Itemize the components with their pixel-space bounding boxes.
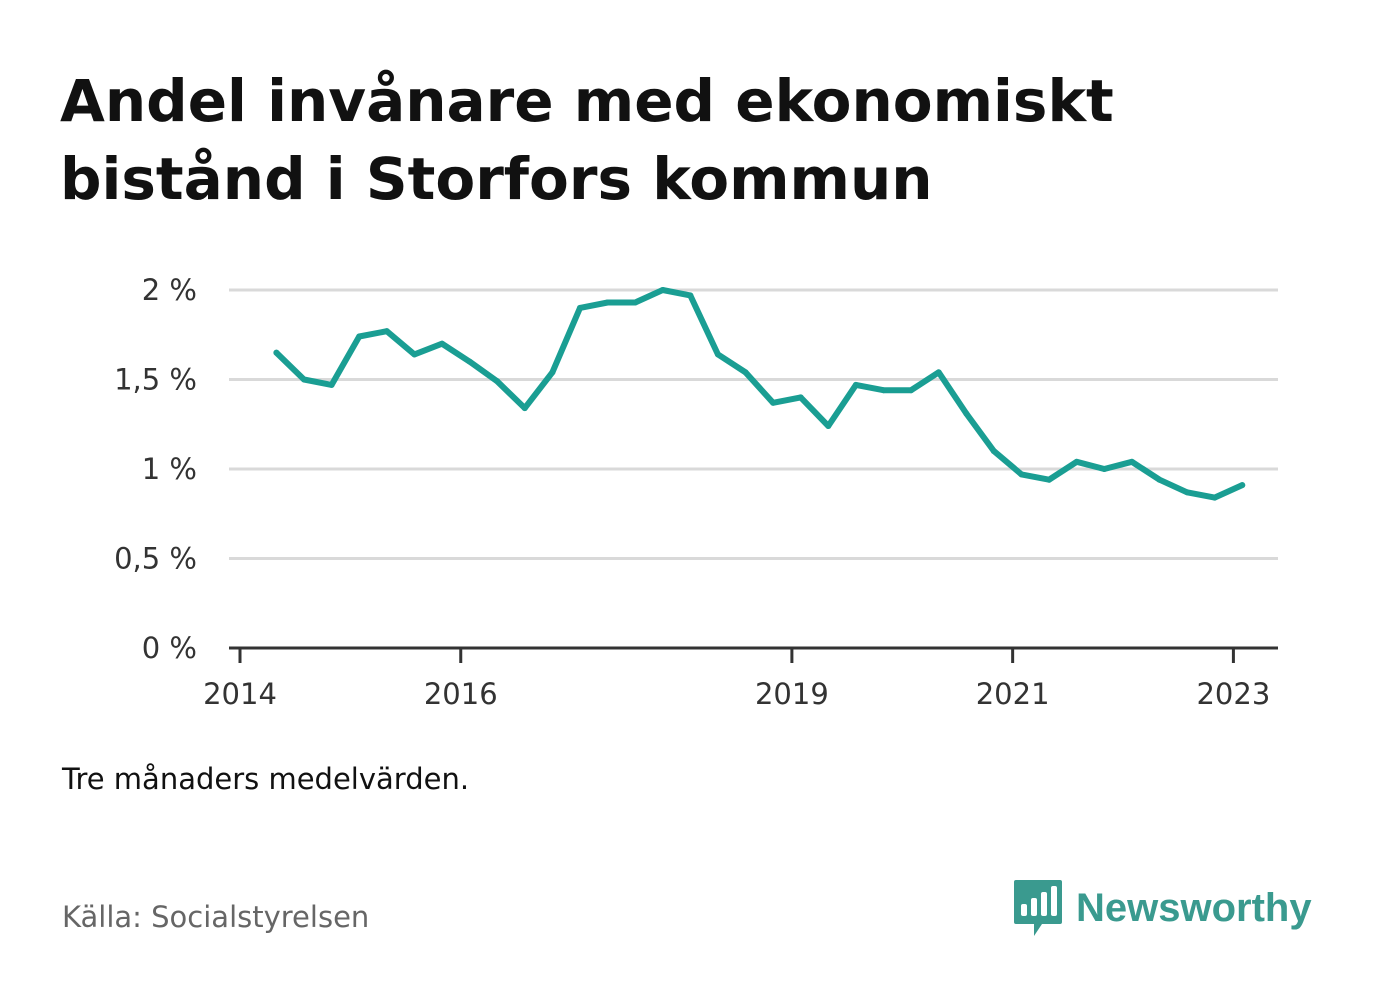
data-point <box>1211 494 1218 501</box>
x-tick-label: 2019 <box>755 677 829 711</box>
data-point <box>825 423 832 430</box>
data-point <box>549 369 556 376</box>
chart-note: Tre månaders medelvärden. <box>62 762 470 796</box>
data-point <box>411 351 418 358</box>
y-tick-label: 1 % <box>142 452 197 486</box>
data-point <box>438 340 445 347</box>
data-point <box>935 369 942 376</box>
data-point <box>880 387 887 394</box>
data-point <box>466 358 473 365</box>
data-point <box>356 333 363 340</box>
chart-title-line-1: Andel invånare med ekonomiskt <box>60 67 1114 135</box>
x-tick-label: 2021 <box>976 677 1050 711</box>
data-point <box>1018 471 1025 478</box>
y-tick-label: 0,5 % <box>114 542 197 576</box>
data-point <box>301 376 308 383</box>
chart-title: Andel invånare med ekonomiskt bistånd i … <box>60 62 1260 218</box>
data-point <box>1128 458 1135 465</box>
data-point <box>797 394 804 401</box>
data-point <box>494 378 501 385</box>
data-point <box>1073 458 1080 465</box>
line-chart: 0 % 0,5 % 1 % 1,5 % 2 % 2014 2016 2019 2021 2023 <box>114 273 1278 711</box>
data-point <box>1101 466 1108 472</box>
bar-chart-speech-bubble-icon <box>1014 880 1062 936</box>
series-layer <box>273 287 1246 501</box>
data-point <box>770 399 777 406</box>
axes: 0 % 0,5 % 1 % 1,5 % 2 % 2014 2016 2019 2021 2023 <box>114 273 1278 711</box>
brand-logo[interactable]: Newsworthy <box>1012 878 1312 938</box>
data-point <box>273 349 280 356</box>
data-point <box>1239 482 1246 489</box>
data-point <box>1156 476 1163 483</box>
y-tick-label: 2 % <box>142 273 197 307</box>
y-tick-label: 1,5 % <box>114 363 197 397</box>
data-point <box>714 351 721 358</box>
data-point <box>576 304 583 311</box>
data-point <box>604 299 611 306</box>
data-point <box>963 410 970 417</box>
x-tick-label: 2023 <box>1196 677 1270 711</box>
data-point <box>1184 489 1191 496</box>
source-text: Källa: Socialstyrelsen <box>62 900 370 934</box>
data-point <box>742 369 749 376</box>
data-point <box>659 287 666 293</box>
data-point <box>521 405 528 412</box>
x-tick-label: 2014 <box>203 677 277 711</box>
data-point <box>908 387 915 394</box>
data-point <box>990 448 997 455</box>
data-point <box>687 292 694 299</box>
data-point <box>383 328 390 335</box>
series-line <box>273 287 1246 501</box>
x-tick-label: 2016 <box>424 677 498 711</box>
data-point <box>632 299 639 306</box>
chart-title-line-2: bistånd i Storfors kommun <box>60 145 933 213</box>
y-tick-label: 0 % <box>142 631 197 665</box>
data-point <box>852 381 859 388</box>
data-point <box>328 381 335 388</box>
data-point <box>1046 476 1053 483</box>
brand-name: Newsworthy <box>1076 885 1312 930</box>
